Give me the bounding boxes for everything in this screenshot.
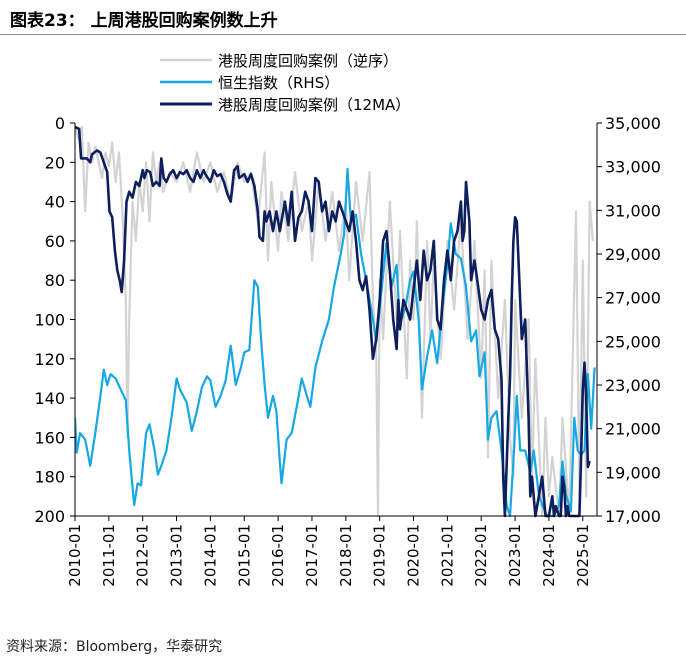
x-tick-label: 2010-01 — [66, 524, 84, 587]
x-tick-label: 2021-01 — [438, 524, 456, 587]
chart-canvas: 0 20 40 60 80 100 120 140 160 180 200 35,000 33,000… — [34, 52, 661, 587]
x-tick-label: 2014-01 — [201, 524, 219, 587]
right-tick-label: 31,000 — [605, 201, 661, 220]
legend-label-weekly: 港股周度回购案例（逆序） — [218, 52, 398, 70]
right-tick-label: 33,000 — [605, 158, 661, 177]
right-tick-label: 29,000 — [605, 245, 661, 264]
right-tick-label: 23,000 — [605, 376, 661, 395]
right-tick-label: 17,000 — [605, 507, 661, 526]
left-tick-label: 60 — [45, 232, 65, 251]
left-tick-label: 80 — [45, 271, 65, 290]
right-axis-ticks: 35,000 33,000 31,000 29,000 27,000 25,000 23,0… — [597, 114, 661, 526]
right-tick-label: 35,000 — [605, 114, 661, 133]
x-tick-label: 2016-01 — [269, 524, 287, 587]
left-tick-label: 160 — [34, 428, 65, 447]
legend-label-hsi: 恒生指数（RHS） — [218, 74, 339, 92]
x-tick-label: 2011-01 — [100, 524, 118, 587]
x-tick-label: 2019-01 — [371, 524, 389, 587]
x-tick-label: 2022-01 — [472, 524, 490, 587]
left-tick-label: 200 — [34, 507, 65, 526]
right-tick-label: 25,000 — [605, 332, 661, 351]
left-tick-label: 40 — [45, 193, 65, 212]
left-tick-label: 100 — [34, 311, 65, 330]
right-tick-label: 19,000 — [605, 463, 661, 482]
legend-label-ma12: 港股周度回购案例（12MA） — [218, 96, 410, 114]
left-tick-label: 0 — [55, 114, 65, 133]
x-tick-label: 2017-01 — [303, 524, 321, 587]
left-tick-label: 20 — [45, 153, 65, 172]
legend: 港股周度回购案例（逆序） 恒生指数（RHS） 港股周度回购案例（12MA） — [160, 52, 410, 114]
x-axis-ticks: 2010-01 2011-01 2012-01 2013-01 2014-01 2015-… — [66, 516, 592, 587]
left-axis-ticks: 0 20 40 60 80 100 120 140 160 180 200 — [34, 114, 75, 526]
x-tick-label: 2018-01 — [337, 524, 355, 587]
title-divider — [0, 34, 686, 35]
left-tick-label: 120 — [34, 350, 65, 369]
left-tick-label: 180 — [34, 468, 65, 487]
x-tick-label: 2012-01 — [134, 524, 152, 587]
right-tick-label: 27,000 — [605, 289, 661, 308]
left-tick-label: 140 — [34, 389, 65, 408]
plot-area — [75, 125, 596, 518]
x-tick-label: 2015-01 — [235, 524, 253, 587]
chart-title: 图表23： 上周港股回购案例数上升 — [10, 11, 278, 31]
series-line-ma12 — [75, 125, 591, 518]
x-tick-label: 2025-01 — [574, 524, 592, 587]
right-tick-label: 21,000 — [605, 420, 661, 439]
x-tick-label: 2013-01 — [168, 524, 186, 587]
x-tick-label: 2023-01 — [506, 524, 524, 587]
series-line-hsi — [75, 167, 596, 518]
source-note: 资料来源：Bloomberg，华泰研究 — [6, 639, 223, 655]
x-tick-label: 2020-01 — [405, 524, 423, 587]
x-tick-label: 2024-01 — [540, 524, 558, 587]
